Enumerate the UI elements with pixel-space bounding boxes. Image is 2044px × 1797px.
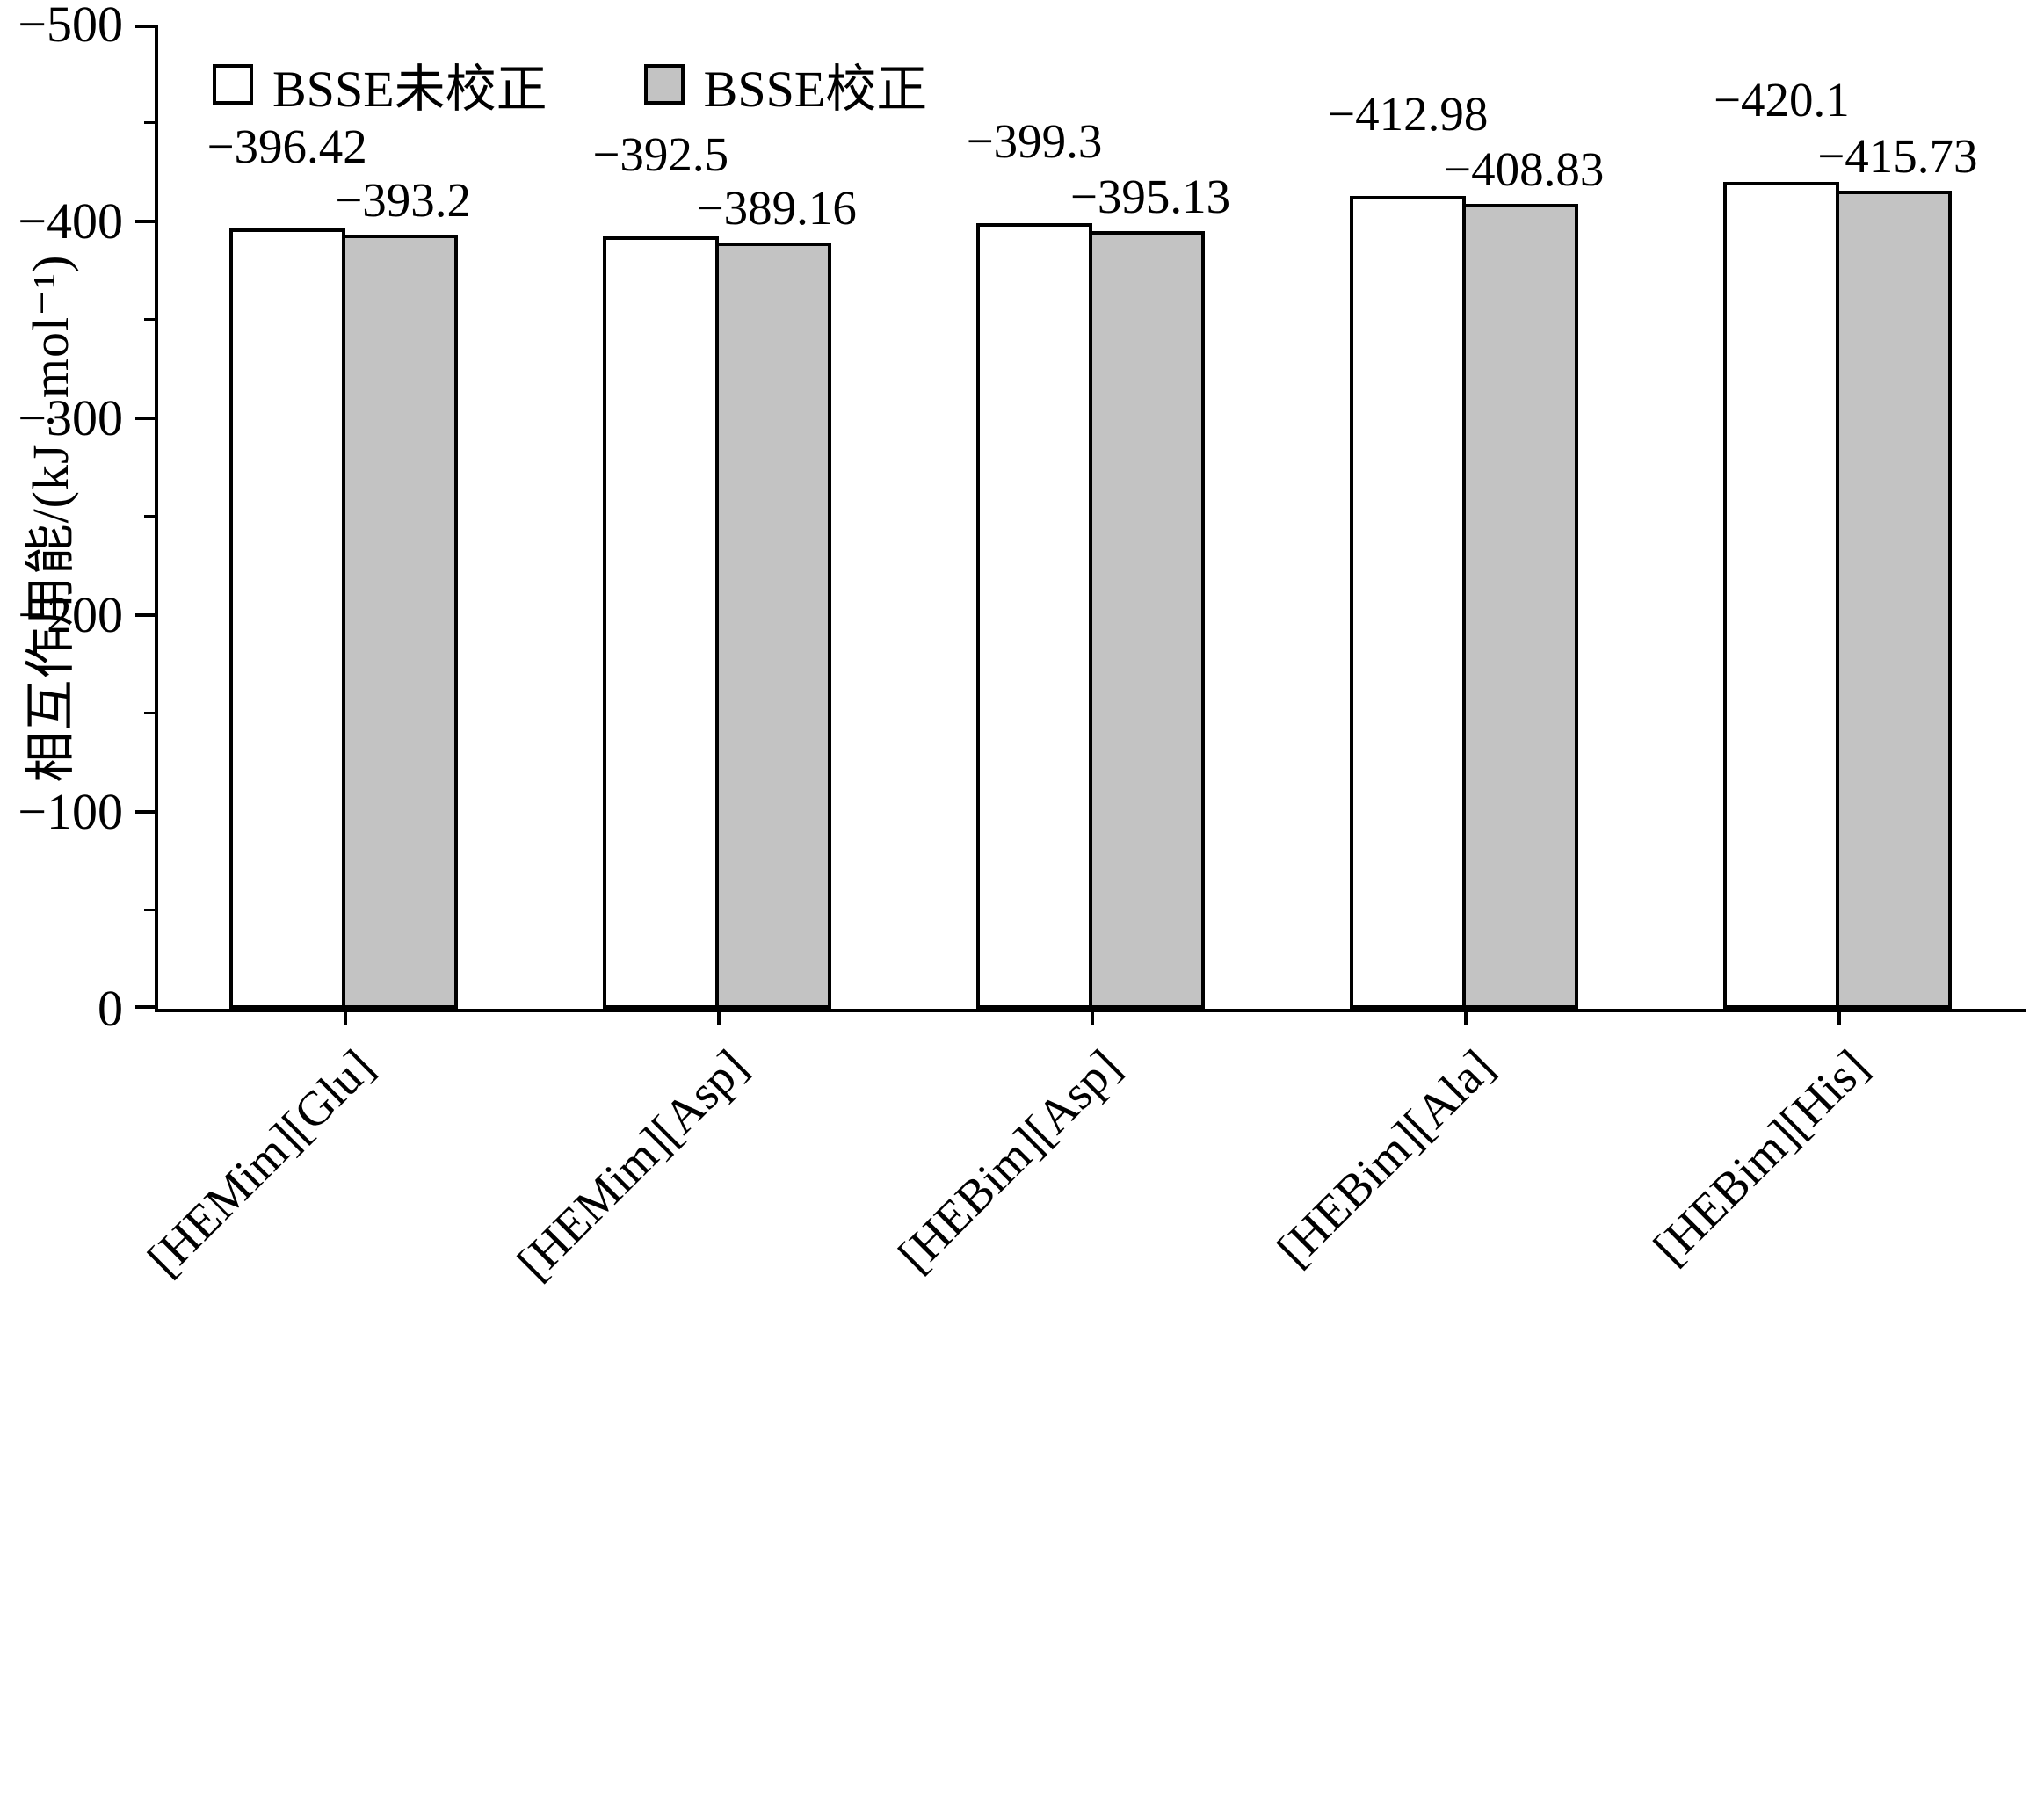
y-minor-tick	[144, 712, 155, 714]
plot-area: BSSE未校正 BSSE校正 0 −100 −200 −300 −400 −500 −396…	[18, 0, 2026, 1290]
legend-swatch-corrected-icon	[643, 64, 685, 105]
x-tick	[1091, 1012, 1094, 1025]
bar-value-label: −395.13	[1069, 169, 1231, 223]
y-tick-label: −500	[18, 0, 123, 53]
x-category-label: [HEMim][Asp]	[506, 1039, 757, 1290]
bar-corrected	[1089, 230, 1205, 1009]
y-major-tick	[135, 1005, 155, 1009]
legend: BSSE未校正 BSSE校正	[213, 47, 927, 121]
bar-value-label: −415.73	[1817, 128, 1978, 183]
x-category-label: [HEMim][Glu]	[136, 1039, 384, 1286]
legend-label-uncorrected: BSSE未校正	[272, 61, 547, 118]
bar-value-label: −412.98	[1328, 86, 1489, 141]
y-tick-label: 0	[98, 980, 123, 1037]
bar-value-label: −393.2	[335, 173, 471, 228]
y-minor-tick	[144, 121, 155, 124]
x-category-label: [HEBim][Asp]	[888, 1039, 1131, 1283]
y-major-tick	[135, 810, 155, 814]
bar-value-label: −389.16	[696, 181, 857, 235]
bar-corrected	[341, 235, 458, 1009]
legend-label-corrected: BSSE校正	[703, 61, 928, 118]
legend-swatch-uncorrected-icon	[213, 64, 253, 105]
y-major-tick	[135, 417, 155, 420]
x-tick	[1464, 1012, 1468, 1025]
y-tick-label: −100	[18, 783, 123, 840]
bar-value-label: −392.5	[592, 127, 729, 181]
y-major-tick	[135, 613, 155, 617]
x-tick	[343, 1012, 347, 1025]
y-minor-tick	[144, 318, 155, 321]
bar-corrected	[714, 243, 831, 1009]
y-tick-label: −400	[18, 192, 123, 250]
bar-uncorrected	[228, 228, 345, 1009]
bar-uncorrected	[1723, 181, 1840, 1009]
legend-item-uncorrected: BSSE未校正	[213, 47, 547, 121]
bar-value-label: −396.42	[207, 120, 367, 174]
bar-uncorrected	[602, 235, 719, 1009]
bar-uncorrected	[1350, 195, 1467, 1009]
y-major-tick	[135, 220, 155, 223]
y-major-tick	[135, 25, 155, 28]
y-tick-label: −300	[18, 389, 123, 446]
bar-value-label: −408.83	[1444, 142, 1605, 197]
bar-corrected	[1462, 204, 1579, 1009]
x-tick	[716, 1012, 721, 1025]
bar-value-label: −420.1	[1714, 72, 1850, 127]
y-axis-title: 相互作用能/(kJ · mol⁻¹)	[22, 254, 79, 783]
legend-item-corrected: BSSE校正	[643, 47, 928, 121]
x-category-label: [HEBim][Ala]	[1267, 1039, 1505, 1277]
bar-value-label: −399.3	[966, 113, 1103, 168]
x-tick	[1837, 1012, 1842, 1025]
y-minor-tick	[144, 515, 155, 518]
y-minor-tick	[144, 909, 155, 911]
bar-corrected	[1836, 190, 1953, 1009]
y-tick-label: −200	[18, 586, 123, 643]
x-category-label: [HEBim][His]	[1642, 1039, 1879, 1275]
bar-uncorrected	[976, 222, 1092, 1009]
